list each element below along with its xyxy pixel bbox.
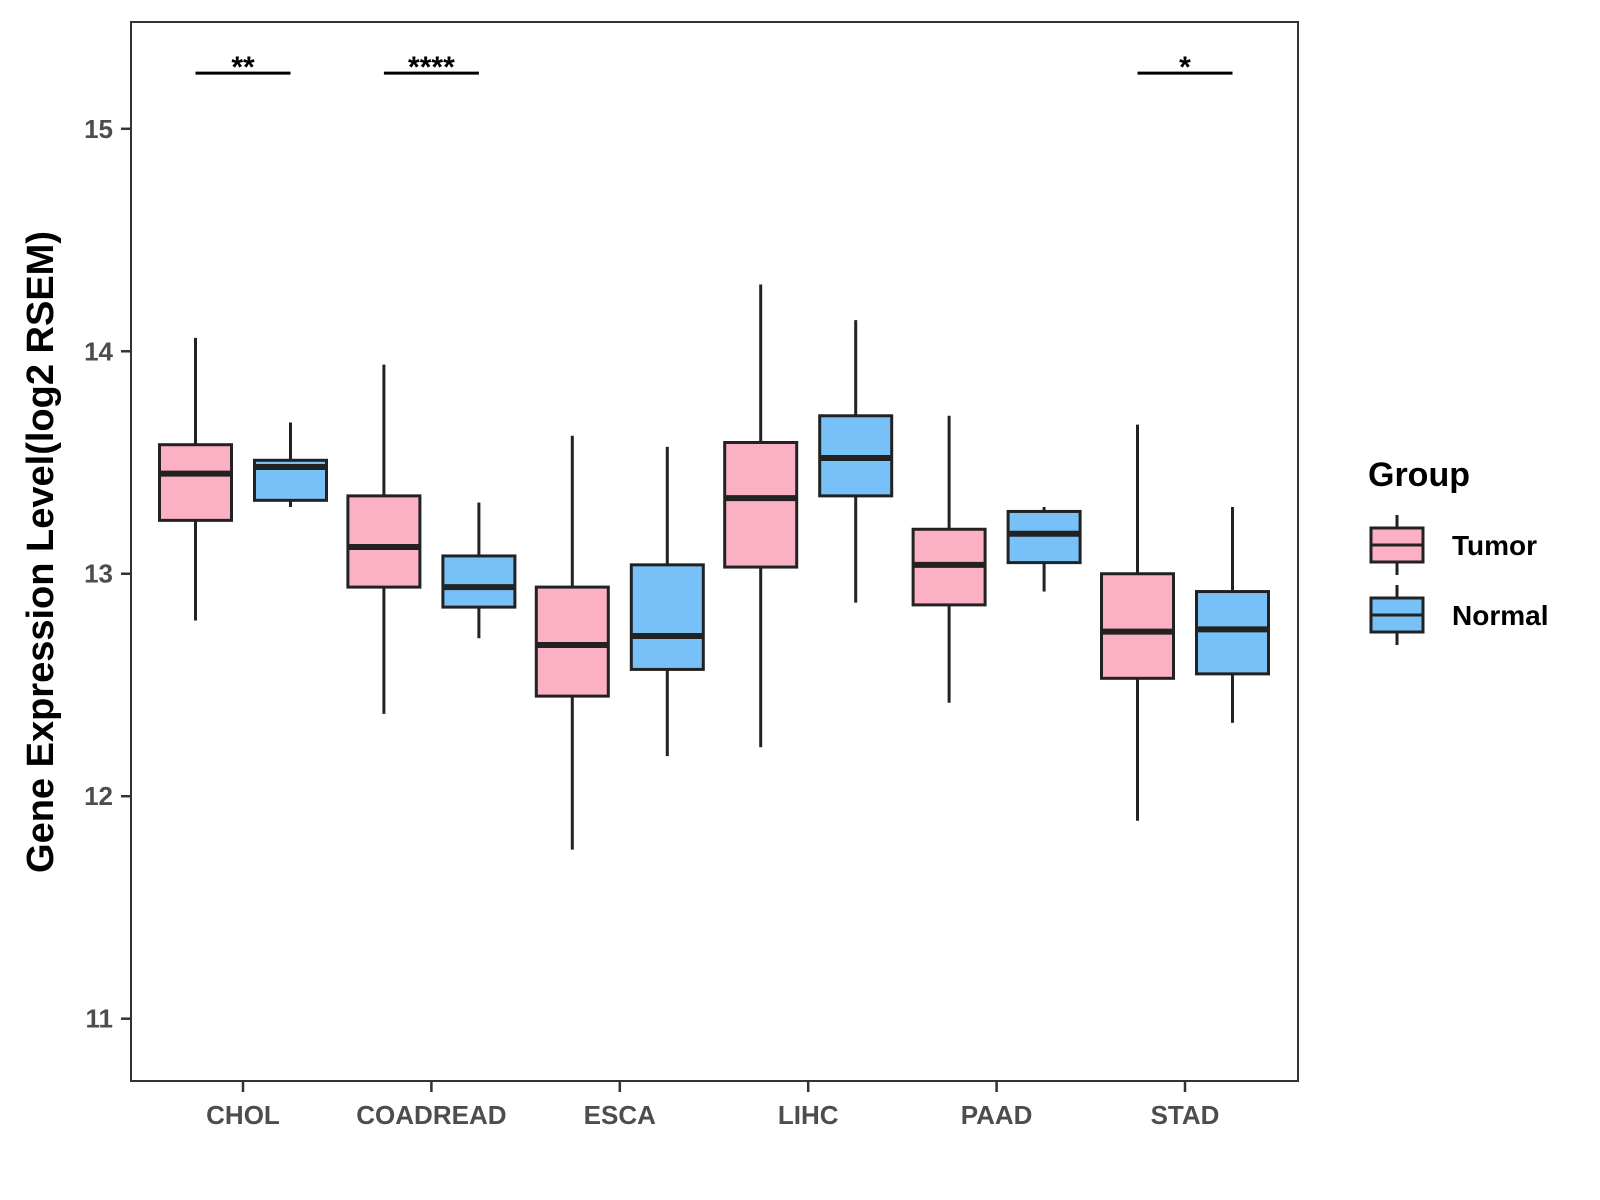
box-body <box>441 554 517 609</box>
x-tick-label: STAD <box>1151 1100 1220 1130</box>
box-body <box>1195 590 1270 676</box>
box-tumor-paad <box>911 415 987 703</box>
legend-title: Group <box>1368 456 1470 494</box>
x-tick-label: CHOL <box>206 1100 280 1130</box>
legend-label: Normal <box>1452 600 1548 631</box>
box-tumor-coadread <box>346 364 422 714</box>
box-body <box>346 494 422 589</box>
significance-label: * <box>1179 51 1191 84</box>
y-tick-label: 11 <box>86 1004 114 1034</box>
x-axis: CHOL COADREAD ESCA LIHC PAAD STAD <box>206 1081 1219 1130</box>
box-tumor-stad <box>1100 424 1175 821</box>
significance-label: ** <box>231 51 255 84</box>
boxes-layer <box>158 284 1270 850</box>
box-body <box>158 443 233 522</box>
x-tick-label: ESCA <box>584 1100 656 1130</box>
box-body <box>1006 509 1082 565</box>
x-tick-label: LIHC <box>778 1100 839 1130</box>
box-normal-stad <box>1195 507 1270 723</box>
box-body <box>1100 572 1175 680</box>
legend-entry-normal: Normal <box>1369 585 1548 645</box>
y-tick-label: 15 <box>84 114 113 144</box>
y-axis: 11 12 13 14 15 <box>84 114 131 1034</box>
y-tick-label: 12 <box>84 781 113 811</box>
box-body <box>723 440 799 569</box>
significance-layer: ** **** * <box>195 51 1233 84</box>
y-tick-label: 14 <box>84 336 113 366</box>
box-tumor-esca <box>534 435 610 850</box>
box-normal-paad <box>1006 507 1082 592</box>
x-tick-label: COADREAD <box>356 1100 506 1130</box>
legend-entries: Tumor Normal <box>1369 515 1548 645</box>
legend-label: Tumor <box>1452 530 1537 561</box>
plot-panel <box>130 21 1299 1082</box>
box-body <box>534 585 610 698</box>
x-tick-label: PAAD <box>961 1100 1033 1130</box>
box-tumor-chol <box>158 337 233 621</box>
legend: Group Tumor Normal <box>1368 456 1548 645</box>
significance-label: **** <box>408 51 455 84</box>
box-normal-esca <box>629 446 705 757</box>
box-normal-chol <box>253 422 328 508</box>
box-normal-lihc <box>818 320 894 603</box>
y-tick-label: 13 <box>84 559 113 589</box>
box-normal-coadread <box>441 502 517 639</box>
y-axis-title: Gene Expression Level(log2 RSEM) <box>20 231 62 873</box>
box-tumor-lihc <box>723 284 799 748</box>
legend-entry-tumor: Tumor <box>1369 515 1537 575</box>
box-body <box>629 563 705 671</box>
